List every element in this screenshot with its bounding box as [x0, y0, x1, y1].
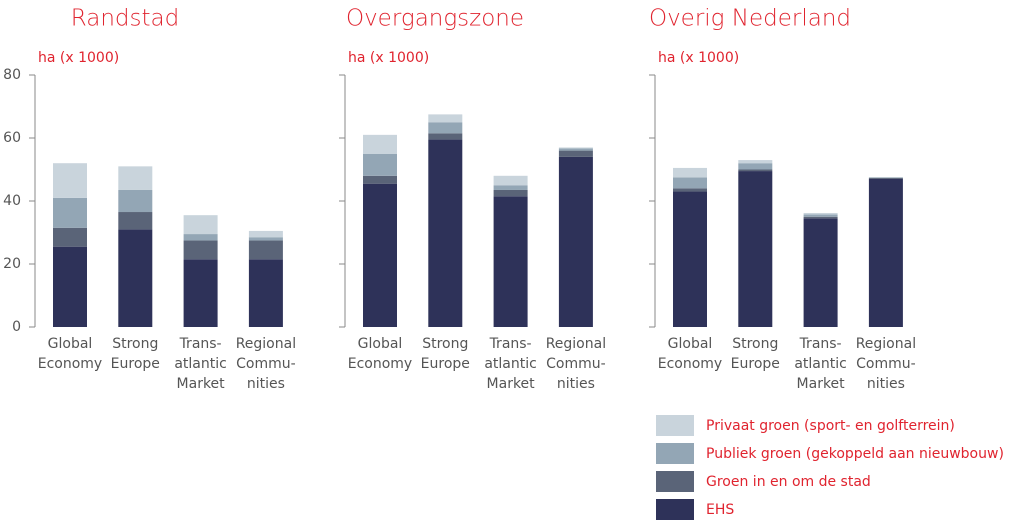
bar-segment [558, 147, 593, 149]
bar-segment [803, 212, 838, 215]
y-tick-label: 40 [3, 193, 21, 209]
x-tick-label: Economy [658, 356, 722, 372]
bar-segment [428, 114, 463, 123]
y-tick-label: 20 [3, 256, 21, 272]
x-tick-label: Trans- [799, 336, 842, 352]
legend-label: Publiek groen (gekoppeld aan nieuwbouw) [706, 446, 1004, 462]
x-tick-label: Regional [546, 336, 606, 352]
bar-segment [363, 153, 397, 176]
bar-segment [118, 166, 153, 190]
y-axis-label: ha (x 1000) [348, 50, 429, 66]
legend-label: EHS [706, 502, 734, 518]
x-tick-label: Economy [38, 356, 102, 372]
bar-segment [428, 139, 463, 327]
bar-segment [558, 156, 593, 327]
x-tick-label: atlantic [484, 356, 537, 372]
bar-segment [738, 171, 773, 327]
bar-segment [53, 227, 87, 247]
x-tick-label: Commu- [856, 356, 916, 372]
bar-segment [363, 175, 397, 184]
bar-segment [118, 212, 153, 230]
x-tick-label: nities [247, 376, 285, 392]
y-tick-label: 0 [12, 319, 21, 335]
bar-segment [673, 177, 707, 189]
x-tick-label: Global [358, 336, 403, 352]
bar-segment [673, 191, 707, 327]
y-axis-label: ha (x 1000) [38, 50, 119, 66]
x-tick-label: Strong [422, 336, 468, 352]
bar-segment [738, 163, 773, 170]
bar-segment [738, 169, 773, 172]
bar-segment [673, 167, 707, 178]
bar-segment [803, 218, 838, 327]
x-tick-label: nities [557, 376, 595, 392]
x-tick-label: atlantic [174, 356, 227, 372]
bar-segment [558, 148, 593, 151]
x-tick-label: Europe [731, 356, 780, 372]
bar-segment [868, 178, 903, 327]
bar-segment [493, 185, 528, 190]
x-tick-label: Economy [348, 356, 412, 372]
x-tick-label: Europe [111, 356, 160, 372]
legend-swatch [656, 443, 694, 464]
legend-label: Groen in en om de stad [706, 474, 871, 490]
x-tick-label: Regional [236, 336, 296, 352]
x-tick-label: Market [797, 376, 846, 392]
x-tick-label: Global [48, 336, 93, 352]
bar-segment [118, 229, 153, 327]
bar-segment [248, 237, 283, 241]
legend-label: Privaat groen (sport- en golfterrein) [706, 418, 955, 434]
x-tick-label: Commu- [236, 356, 296, 372]
bar-segment [183, 215, 218, 235]
x-tick-label: Trans- [179, 336, 222, 352]
chart-title: Overig Nederland [649, 6, 851, 32]
bar-segment [248, 259, 283, 327]
y-axis-label: ha (x 1000) [658, 50, 739, 66]
y-tick-label: 80 [3, 67, 21, 83]
bar-segment [53, 197, 87, 228]
x-tick-label: atlantic [794, 356, 847, 372]
x-tick-label: Commu- [546, 356, 606, 372]
chart-title: Overgangszone [346, 6, 524, 32]
x-tick-label: Europe [421, 356, 470, 372]
legend-swatch [656, 471, 694, 492]
bar-segment [248, 240, 283, 260]
legend-swatch [656, 415, 694, 436]
bar-segment [183, 234, 218, 241]
x-tick-label: Trans- [489, 336, 532, 352]
chart-title: Randstad [71, 6, 179, 32]
bar-segment [493, 175, 528, 186]
bar-segment [803, 216, 838, 219]
bar-segment [363, 183, 397, 327]
bar-segment [868, 177, 903, 179]
bar-segment [53, 246, 87, 327]
bar-segment [738, 160, 773, 164]
bar-segment [248, 230, 283, 238]
x-tick-label: Market [487, 376, 536, 392]
bar-segment [118, 189, 153, 213]
x-tick-label: Market [177, 376, 226, 392]
x-tick-label: Strong [732, 336, 778, 352]
bar-segment [183, 240, 218, 260]
bar-segment [428, 122, 463, 134]
bar-segment [53, 163, 87, 198]
bar-segment [868, 178, 903, 179]
bar-segment [428, 133, 463, 140]
bar-segment [363, 134, 397, 154]
bar-segment [493, 196, 528, 327]
bar-segment [183, 259, 218, 327]
x-tick-label: Regional [856, 336, 916, 352]
bar-segment [673, 188, 707, 192]
bar-segment [493, 189, 528, 197]
x-tick-label: nities [867, 376, 905, 392]
y-tick-label: 60 [3, 130, 21, 146]
bar-segment [558, 150, 593, 157]
bar-segment [803, 214, 838, 217]
x-tick-label: Strong [112, 336, 158, 352]
x-tick-label: Global [668, 336, 713, 352]
legend-swatch [656, 499, 694, 520]
